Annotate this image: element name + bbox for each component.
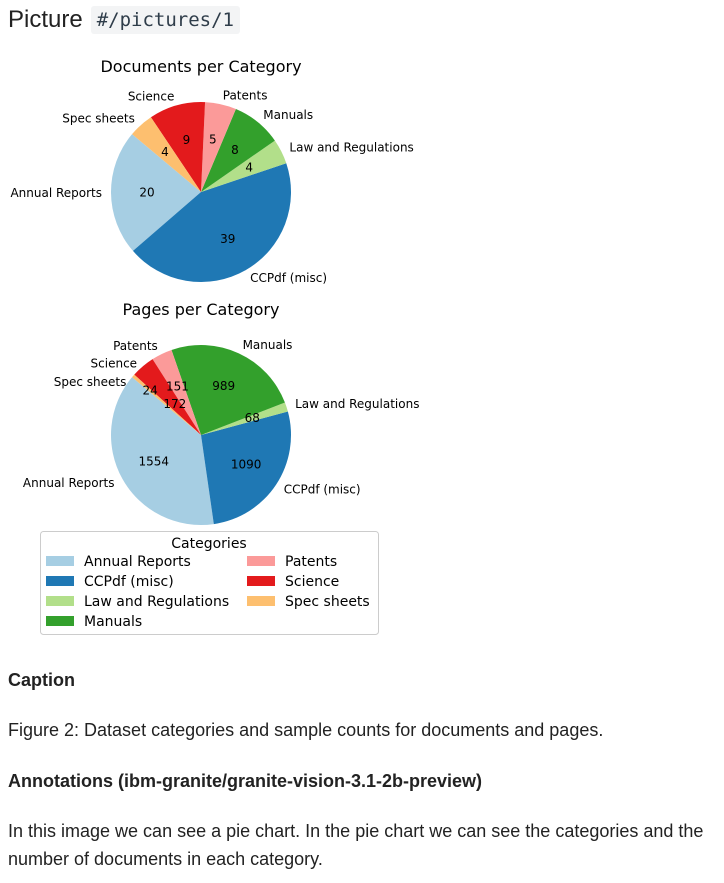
caption-heading: Caption xyxy=(8,670,75,690)
pie-slice-science xyxy=(150,102,206,192)
legend-swatch xyxy=(46,596,74,606)
legend-swatch xyxy=(46,576,74,586)
slice-value-label: 151 xyxy=(166,379,189,393)
slice-value-label: 1554 xyxy=(139,454,170,468)
slice-label: Manuals xyxy=(243,338,293,352)
pie-slice-ccpdf-misc- xyxy=(132,163,292,283)
pie-slice-spec-sheets xyxy=(132,374,201,435)
slice-label: CCPdf (misc) xyxy=(250,271,327,285)
legend-entry: Spec sheets xyxy=(285,594,370,610)
annotations-text: In this image we can see a pie chart. In… xyxy=(8,821,704,869)
legend-entry: CCPdf (misc) xyxy=(84,574,174,590)
pie-slice-science xyxy=(134,359,201,435)
slice-label: Spec sheets xyxy=(62,111,135,125)
legend xyxy=(40,531,379,635)
chart-title: Pages per Category xyxy=(123,300,280,319)
pie-charts-figure: Documents per Category Annual Reports CCPd… xyxy=(10,57,419,635)
slice-value-label: 9 xyxy=(183,133,191,147)
picture-label: Picture xyxy=(8,6,83,33)
legend-swatch xyxy=(247,556,275,566)
slice-label: Patents xyxy=(113,339,158,353)
slice-value-label: 989 xyxy=(212,379,235,393)
slice-label: Spec sheets xyxy=(54,375,127,389)
legend-entry: Annual Reports xyxy=(84,554,191,570)
pie-slice-law-and-regulations xyxy=(201,140,287,192)
slice-value-label: 1090 xyxy=(231,458,262,472)
pie-slice-manuals xyxy=(201,109,275,192)
pie-slice-annual-reports xyxy=(110,377,214,525)
slice-label: Law and Regulations xyxy=(295,397,419,411)
legend-swatch xyxy=(247,596,275,606)
pie-slice-manuals xyxy=(171,345,285,435)
slice-label: Annual Reports xyxy=(23,476,115,490)
pie-slice-ccpdf-misc- xyxy=(201,411,291,525)
chart-title: Documents per Category xyxy=(100,57,301,76)
slice-label: Science xyxy=(91,356,138,370)
caption-text: Figure 2: Dataset categories and sample … xyxy=(8,720,604,740)
pie-slice-patents xyxy=(201,102,236,192)
slice-value-label: 8 xyxy=(231,143,239,157)
slice-label: CCPdf (misc) xyxy=(284,482,361,496)
slice-value-label: 4 xyxy=(245,161,253,175)
pie-slice-spec-sheets xyxy=(132,117,201,192)
slice-value-label: 20 xyxy=(139,185,154,199)
legend-entry: Science xyxy=(285,574,339,590)
pie-slice-law-and-regulations xyxy=(201,402,288,435)
slice-value-label: 4 xyxy=(161,145,169,159)
slice-value-label: 68 xyxy=(245,411,260,425)
picture-ref: #/pictures/1 xyxy=(90,6,240,34)
legend-entry: Manuals xyxy=(84,614,142,630)
pie-slice-patents xyxy=(152,349,201,435)
slice-label: Law and Regulations xyxy=(289,140,413,154)
slice-value-label: 24 xyxy=(142,384,157,398)
legend-entry: Law and Regulations xyxy=(84,594,229,610)
slice-value-label: 39 xyxy=(220,232,235,246)
legend-title: Categories xyxy=(171,536,246,552)
slice-label: Science xyxy=(128,90,175,104)
pie-slice-annual-reports xyxy=(111,134,201,251)
slice-value-label: 5 xyxy=(209,132,217,146)
slice-label: Annual Reports xyxy=(10,186,102,200)
legend-entry: Patents xyxy=(285,554,337,570)
picture-header: Picture #/pictures/1 xyxy=(8,6,240,34)
legend-swatch xyxy=(46,616,74,626)
annotations-heading: Annotations (ibm-granite/granite-vision-… xyxy=(8,771,483,791)
legend-swatch xyxy=(247,576,275,586)
slice-label: Patents xyxy=(223,88,268,102)
slice-value-label: 172 xyxy=(163,397,186,411)
legend-swatch xyxy=(46,556,74,566)
slice-label: Manuals xyxy=(263,108,313,122)
